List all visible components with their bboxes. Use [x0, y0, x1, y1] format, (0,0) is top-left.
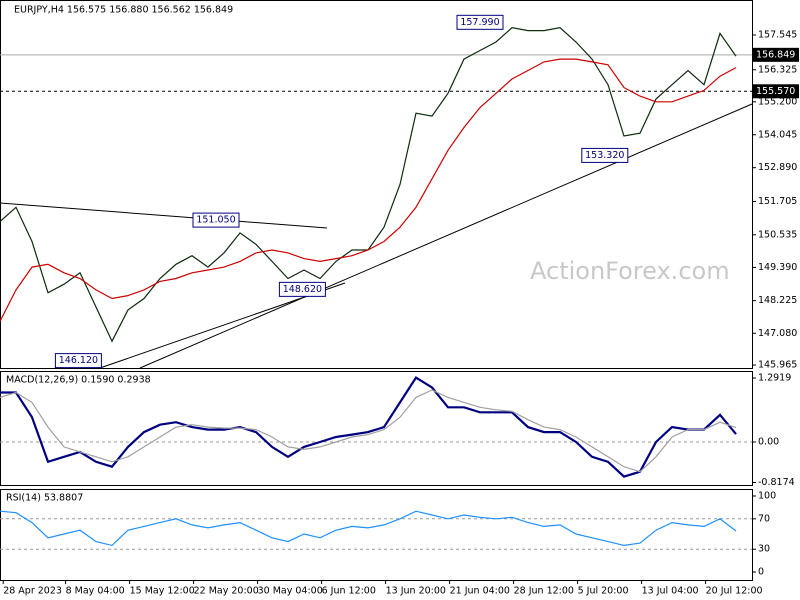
price-label-box: [753, 47, 799, 62]
annotation-box: [54, 353, 102, 369]
rsi-title: RSI(14) 53.8807: [6, 493, 83, 504]
annotation-box: [581, 147, 629, 163]
y-tick-label: 148.225: [758, 295, 797, 306]
y-tick-label: 145.965: [758, 360, 797, 371]
y-tick-label: -0.8174: [758, 477, 795, 488]
chart-title: EURJPY,H4 156.575 156.880 156.562 156.84…: [14, 5, 233, 16]
y-tick-label: 154.045: [758, 129, 797, 140]
x-tick-label: 28 Apr 2023: [3, 586, 62, 597]
x-tick-label: 21 Jun 04:00: [450, 586, 510, 597]
trendline: [0, 202, 328, 229]
series-line: [0, 376, 737, 478]
rsi-frame: [0, 489, 753, 581]
macd-title: MACD(12,26,9) 0.1590 0.2938: [6, 375, 151, 386]
y-tick-label: 30: [758, 544, 770, 555]
annotation-label: 157.990: [460, 17, 499, 28]
y-tick-label: 150.535: [758, 229, 797, 240]
y-tick-label: 157.545: [758, 29, 797, 40]
y-tick-label: 156.325: [758, 64, 797, 75]
y-tick-label: 0: [758, 567, 764, 578]
series-line: [0, 389, 737, 473]
x-tick-label: 6 Jun 12:00: [322, 586, 376, 597]
series-line: [0, 510, 737, 547]
y-tick-label: 0.00: [758, 436, 779, 447]
annotation-box: [278, 281, 326, 297]
y-tick-label: 100: [758, 490, 776, 501]
annotation-label: 151.050: [196, 215, 235, 226]
y-tick-label: 70: [758, 513, 770, 524]
series-line: [0, 58, 737, 322]
trendline: [139, 103, 753, 369]
annotation-label: 146.120: [59, 355, 98, 366]
macd-frame: [0, 371, 753, 486]
y-tick-label: 149.390: [758, 262, 797, 273]
annotation-label: 153.320: [585, 150, 624, 161]
annotation-label: 148.620: [283, 284, 322, 295]
x-tick-label: 5 Jul 20:00: [578, 586, 629, 597]
price-label: 155.570: [756, 86, 795, 97]
y-tick-label: 151.705: [758, 196, 797, 207]
watermark: ActionForex.com: [530, 257, 730, 285]
y-tick-label: 155.200: [758, 96, 797, 107]
x-tick-label: 13 Jul 04:00: [642, 586, 699, 597]
price-label: 156.849: [756, 49, 795, 60]
annotation-box: [192, 212, 240, 228]
price-label-box: [753, 84, 799, 99]
y-tick-label: 147.080: [758, 328, 797, 339]
y-tick-label: 1.2919: [758, 373, 791, 384]
x-tick-label: 22 May 20:00: [194, 586, 259, 597]
x-tick-label: 13 Jun 20:00: [386, 586, 446, 597]
main-frame: [0, 0, 753, 369]
x-tick-label: 28 Jun 12:00: [514, 586, 574, 597]
x-tick-label: 20 Jul 12:00: [706, 586, 763, 597]
x-tick-label: 30 May 04:00: [258, 586, 323, 597]
x-tick-label: 8 May 04:00: [66, 586, 125, 597]
annotation-box: [456, 14, 504, 30]
y-tick-label: 152.890: [758, 162, 797, 173]
x-tick-label: 15 May 12:00: [130, 586, 195, 597]
